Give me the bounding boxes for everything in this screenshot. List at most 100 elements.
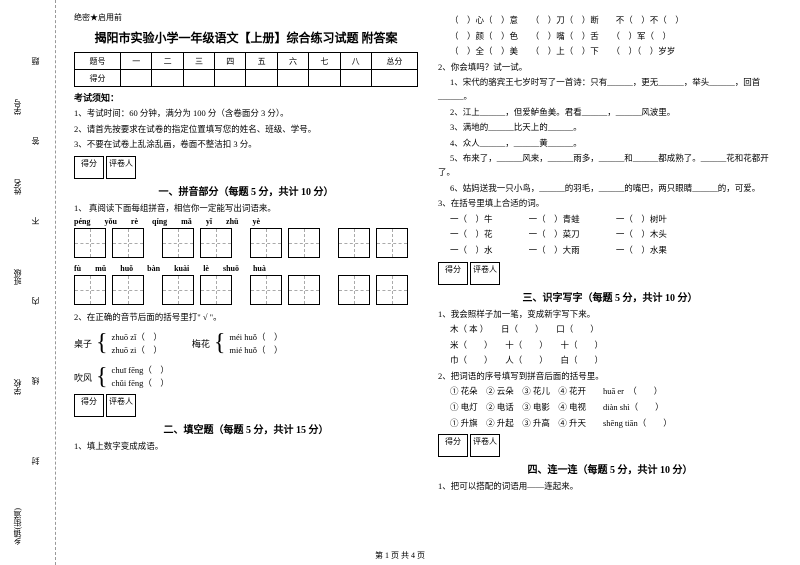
py: huà (253, 264, 266, 273)
q2-2e: 5、布来了，______风来，______雨多，______和______都成熟… (438, 152, 782, 179)
stroke-row: 巾（ ） 人（ ） 白（ ） (438, 354, 782, 368)
margin-seal6: 题 (30, 57, 41, 65)
page-footer: 第 1 页 共 4 页 (0, 550, 800, 561)
th-5: 五 (246, 53, 277, 70)
grader-label: 评卷人 (470, 434, 500, 457)
brace-icon: { (214, 334, 226, 353)
match-row: ① 花朵 ② 云朵 ③ 花儿 ④ 花开 huā er （ ） (438, 385, 782, 399)
char-box[interactable] (338, 228, 370, 258)
char-box[interactable] (376, 228, 408, 258)
py: huǒ (120, 264, 133, 273)
word-plum: 梅花 (192, 337, 210, 350)
table-row: 得分 (75, 70, 418, 87)
word-wind: 吹风 (74, 371, 92, 384)
margin-seal5: 答 (30, 137, 41, 145)
py: bàn (147, 264, 160, 273)
q2-1: 1、填上数字变成成语。 (74, 440, 418, 454)
char-box[interactable] (162, 228, 194, 258)
notice-1: 1、考试时间：60 分钟，满分为 100 分（含卷面分 3 分）。 (74, 107, 418, 121)
char-box[interactable] (338, 275, 370, 305)
py: lè (203, 264, 209, 273)
char-box[interactable] (74, 228, 106, 258)
q2-2b: 2、江上______，但爱鲈鱼美。君看______，______风波里。 (438, 106, 782, 120)
margin-seal2: 线 (30, 377, 41, 385)
brace-row-1: 桌子 { zhuō zǐ（ ） zhuō zi（ ） 梅花 { méi huǒ（… (74, 327, 418, 361)
score-label: 得分 (438, 434, 468, 457)
measure-row: 一（ ）牛 一（ ）青蛙 一（ ）树叶 (438, 213, 782, 227)
score-label: 得分 (438, 262, 468, 285)
char-box[interactable] (376, 275, 408, 305)
fill-row: （ ）颜（ ）色 （ ）嘴（ ）舌 （ ）军（ ） (438, 30, 782, 44)
char-box[interactable] (200, 275, 232, 305)
mw: 一（ ）青蛙 (529, 214, 580, 224)
exam-title: 揭阳市实验小学一年级语文【上册】综合练习试题 附答案 (74, 29, 418, 46)
grader-box-1: 得分 评卷人 (74, 156, 418, 179)
q3-2: 2、把词语的序号填写到拼音后面的括号里。 (438, 370, 782, 384)
grader-box-4: 得分 评卷人 (438, 434, 782, 457)
grader-label: 评卷人 (106, 156, 136, 179)
opt: chuī fēng（ ） (112, 364, 169, 377)
mw: 一（ ）花 (450, 229, 493, 239)
table-row: 题号 一 二 三 四 五 六 七 八 总分 (75, 53, 418, 70)
mw: 一（ ）水 (450, 245, 493, 255)
q1-2: 2、在正确的音节后面的括号里打" √ "。 (74, 311, 418, 325)
grader-label: 评卷人 (470, 262, 500, 285)
margin-seal3: 内 (30, 297, 41, 305)
th-8: 八 (340, 53, 371, 70)
char-box[interactable] (250, 228, 282, 258)
q2-3: 3、在括号里填上合适的词。 (438, 197, 782, 211)
char-box[interactable] (288, 275, 320, 305)
match-row: ① 电灯 ② 电话 ③ 电影 ④ 电视 diàn shì（ ） (438, 401, 782, 415)
mw: 一（ ）牛 (450, 214, 493, 224)
q1-1: 1、 真阅读下面每组拼音，相信你一定能写出词语来。 (74, 202, 418, 216)
th-4: 四 (215, 53, 246, 70)
binding-margin: 乡镇(街道) 学校 班级 姓名 学号 封 线 内 不 答 题 (0, 0, 56, 565)
section-3-title: 三、识字写字（每题 5 分，共计 10 分） (438, 289, 782, 304)
py: qíng (152, 217, 167, 226)
right-column: （ ）心（ ）意 （ ）刀（ ）断 不（ ）不（ ） （ ）颜（ ）色 （ ）嘴… (428, 12, 792, 553)
py: mǎ (181, 217, 192, 226)
measure-row: 一（ ）花 一（ ）菜刀 一（ ）木头 (438, 228, 782, 242)
opt: mié huǒ（ ） (229, 344, 282, 357)
py: kuài (174, 264, 189, 273)
py: péng (74, 217, 90, 226)
th-num: 题号 (75, 53, 121, 70)
py: rè (131, 217, 138, 226)
char-box[interactable] (162, 275, 194, 305)
margin-township: 乡镇(街道) (12, 508, 23, 545)
margin-class: 班级 (12, 269, 23, 285)
q3-1: 1、我会照样子加一笔，变成新字写下来。 (438, 308, 782, 322)
fill-row: （ ）心（ ）意 （ ）刀（ ）断 不（ ）不（ ） (438, 14, 782, 28)
char-box[interactable] (200, 228, 232, 258)
th-7: 七 (309, 53, 340, 70)
opt: zhuō zi（ ） (112, 344, 162, 357)
py: mǔ (95, 264, 106, 273)
py: shuō (223, 264, 239, 273)
q2-2f: 6、姑妈送我一只小鸟，______的羽毛，______的嘴巴，两只眼睛_____… (438, 182, 782, 196)
notice-head: 考试须知： (74, 91, 418, 104)
fill-row: （ ）全（ ）美 （ ）上（ ）下 （ ）（ ）岁岁 (438, 45, 782, 59)
mw: 一（ ）木头 (616, 229, 667, 239)
margin-seal4: 不 (30, 217, 41, 225)
char-box[interactable] (112, 275, 144, 305)
py: yè (253, 217, 261, 226)
q2-2d: 4、众人______，______黄______。 (438, 137, 782, 151)
section-2-title: 二、填空题（每题 5 分，共计 15 分） (74, 421, 418, 436)
grader-box-3: 得分 评卷人 (438, 262, 782, 285)
word-desk: 桌子 (74, 337, 92, 350)
py: yǐ (206, 217, 212, 226)
q2-2a: 1、宋代的骆宾王七岁时写了一首诗：只有______，更无______，举头___… (438, 76, 782, 103)
mw: 一（ ）水果 (616, 245, 667, 255)
th-2: 二 (152, 53, 183, 70)
match-row: ① 升旗 ② 升起 ③ 升高 ④ 升天 shēng tiān（ ） (438, 417, 782, 431)
char-grid-row-2 (74, 275, 418, 305)
brace-icon: { (96, 368, 108, 387)
char-box[interactable] (250, 275, 282, 305)
margin-school: 学校 (12, 379, 23, 395)
char-box[interactable] (74, 275, 106, 305)
stroke-row: 米（ ） 十（ ） 十（ ） (438, 339, 782, 353)
opt: zhuō zǐ（ ） (112, 331, 162, 344)
char-box[interactable] (288, 228, 320, 258)
char-grid-row-1 (74, 228, 418, 258)
char-box[interactable] (112, 228, 144, 258)
